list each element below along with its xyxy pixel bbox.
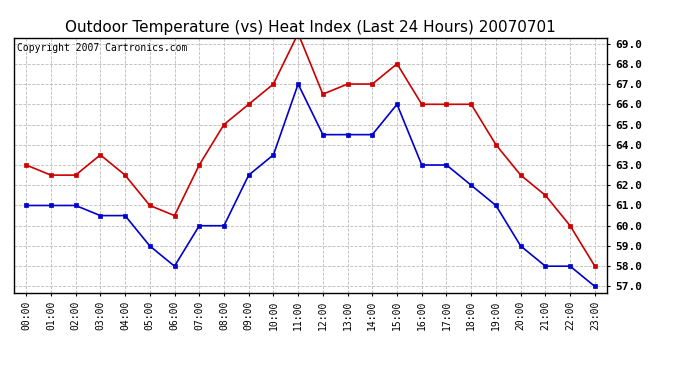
Title: Outdoor Temperature (vs) Heat Index (Last 24 Hours) 20070701: Outdoor Temperature (vs) Heat Index (Las… xyxy=(65,20,556,35)
Text: Copyright 2007 Cartronics.com: Copyright 2007 Cartronics.com xyxy=(17,43,187,52)
